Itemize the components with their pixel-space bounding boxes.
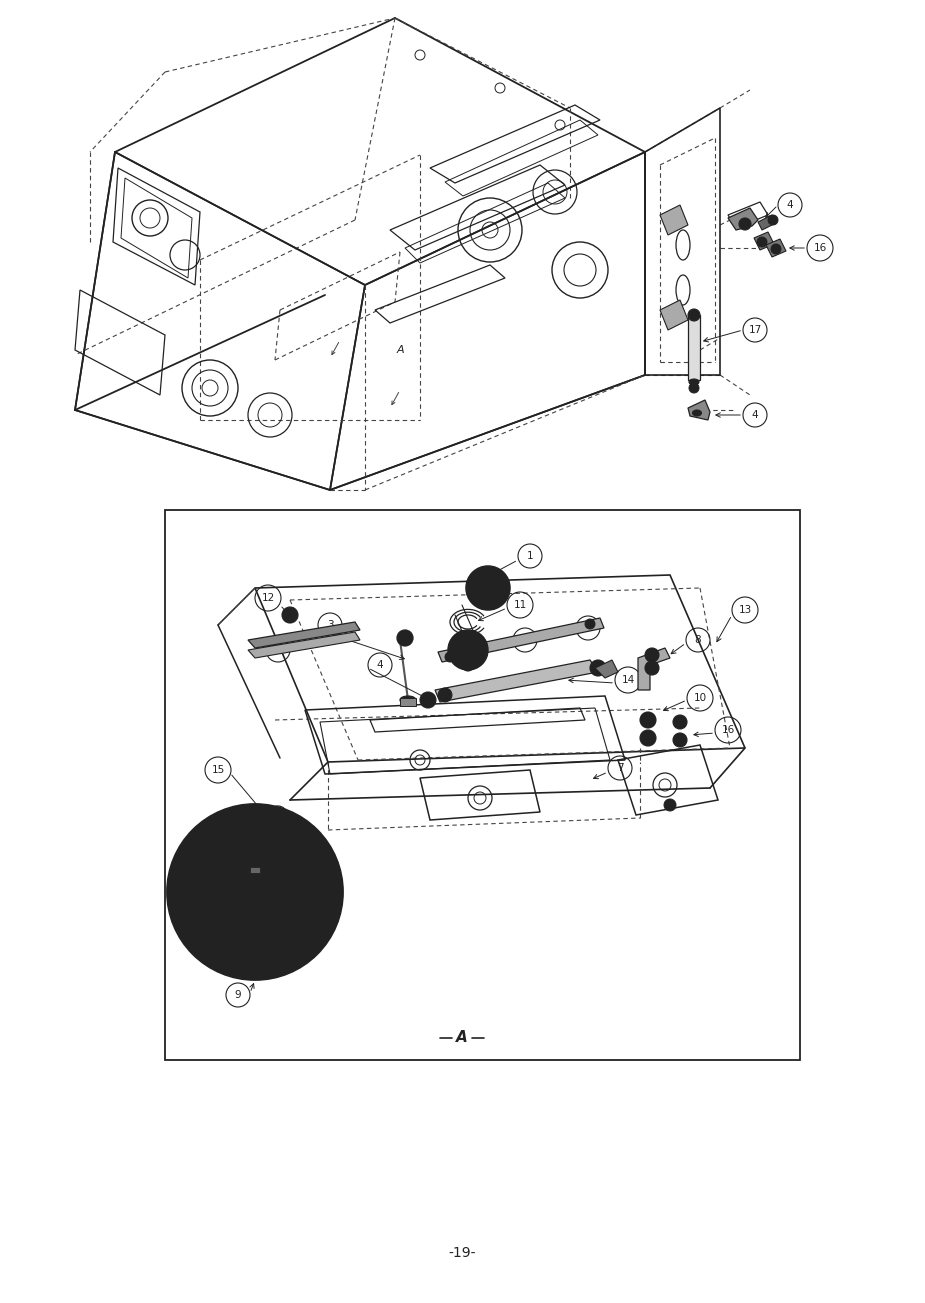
Polygon shape (435, 661, 598, 702)
Circle shape (445, 652, 455, 662)
Circle shape (464, 646, 472, 654)
Ellipse shape (693, 410, 701, 416)
Polygon shape (595, 661, 618, 678)
Circle shape (585, 619, 595, 629)
Text: -19-: -19- (449, 1246, 475, 1260)
Circle shape (448, 629, 488, 670)
Text: 4: 4 (376, 661, 383, 670)
Circle shape (590, 661, 606, 676)
Polygon shape (250, 866, 260, 873)
Circle shape (688, 309, 700, 321)
Polygon shape (638, 648, 670, 691)
Text: 17: 17 (748, 324, 761, 335)
Circle shape (185, 822, 325, 962)
Bar (165, 509, 800, 1061)
Circle shape (462, 659, 474, 671)
Circle shape (664, 799, 676, 810)
Text: 12: 12 (262, 593, 275, 603)
Text: 15: 15 (212, 765, 225, 775)
Polygon shape (400, 698, 416, 706)
Circle shape (420, 692, 436, 708)
Text: A: A (456, 1031, 468, 1045)
Ellipse shape (689, 379, 699, 384)
Circle shape (640, 711, 656, 728)
Text: A: A (396, 345, 404, 354)
Text: 6: 6 (585, 623, 591, 633)
Circle shape (282, 607, 298, 623)
Circle shape (466, 566, 510, 610)
Text: 3: 3 (327, 620, 333, 629)
Polygon shape (438, 618, 604, 662)
Text: 4: 4 (752, 410, 758, 420)
Circle shape (768, 215, 778, 225)
Polygon shape (660, 205, 688, 235)
Circle shape (438, 688, 452, 702)
Circle shape (645, 648, 659, 662)
Text: 14: 14 (622, 675, 635, 685)
Circle shape (673, 715, 687, 728)
Text: 13: 13 (738, 605, 752, 615)
Text: 4: 4 (786, 199, 794, 210)
Circle shape (645, 661, 659, 675)
Text: 7: 7 (617, 764, 623, 773)
Text: 16: 16 (813, 242, 827, 253)
Text: 9: 9 (235, 990, 241, 999)
Circle shape (689, 383, 699, 394)
Ellipse shape (400, 696, 416, 704)
Polygon shape (248, 632, 360, 658)
Text: 10: 10 (694, 693, 707, 704)
Polygon shape (660, 300, 688, 330)
Polygon shape (248, 622, 360, 648)
Circle shape (483, 582, 493, 593)
Bar (688, 315, 700, 380)
Circle shape (757, 237, 767, 248)
Text: 2: 2 (522, 635, 528, 645)
Polygon shape (728, 208, 758, 231)
Circle shape (640, 730, 656, 747)
Polygon shape (766, 238, 786, 257)
Circle shape (274, 810, 282, 820)
Circle shape (167, 804, 343, 980)
Text: 11: 11 (513, 599, 526, 610)
Circle shape (247, 883, 263, 900)
Circle shape (673, 734, 687, 747)
Polygon shape (688, 400, 710, 420)
Text: 16: 16 (722, 724, 734, 735)
Circle shape (476, 576, 500, 599)
Circle shape (458, 640, 478, 661)
Polygon shape (754, 232, 774, 250)
Circle shape (739, 218, 751, 231)
Circle shape (210, 847, 300, 937)
Text: 1: 1 (526, 551, 534, 562)
Circle shape (397, 629, 413, 646)
Text: 5: 5 (275, 645, 281, 655)
Text: 8: 8 (695, 635, 701, 645)
Polygon shape (758, 215, 776, 231)
Circle shape (771, 244, 781, 254)
